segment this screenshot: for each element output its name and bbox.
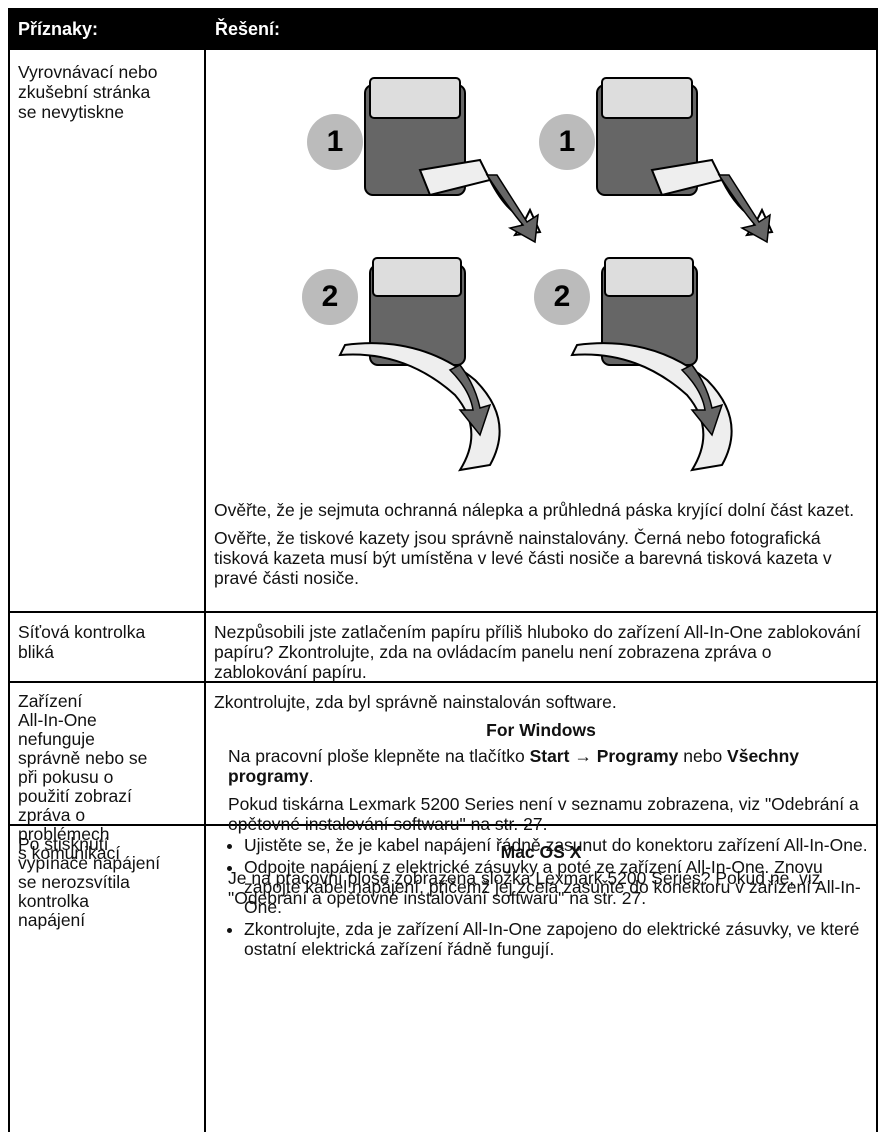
text-line: použití zobrazí (18, 786, 132, 806)
text-line: napájení (18, 910, 86, 930)
text-line: nefunguje (18, 729, 95, 749)
bold-text: Start (529, 746, 570, 766)
text-line: Síťová kontrolka (18, 622, 146, 642)
text-line: při pokusu o (18, 767, 114, 787)
solution-cell: Ujistěte se, že je kabel napájení řádně … (205, 825, 876, 961)
bold-text: Všechny programy (228, 746, 800, 786)
solution-cell: Ověřte, že je sejmuta ochranná nálepka a… (205, 490, 876, 596)
header-cell: Řešení: (205, 8, 877, 50)
border (8, 611, 877, 613)
symptom-cell: Zařízení All-In-One nefunguje správně ne… (8, 682, 205, 875)
bullet-item: Odpojte napájení z elektrické zásuvky a … (244, 857, 868, 917)
paragraph: Na pracovní ploše klepněte na tlačítko S… (228, 746, 868, 786)
text-line: bliká (18, 642, 54, 662)
text-line: Po stisknutí (18, 834, 109, 854)
paragraph: Ověřte, že je sejmuta ochranná nálepka a… (214, 500, 855, 520)
bullet-item: Ujistěte se, že je kabel napájení řádně … (244, 835, 868, 855)
text-line: kontrolka (18, 891, 90, 911)
step-label: 1 (559, 125, 576, 158)
solution-cell: Zkontrolujte, zda byl správně nainstalov… (205, 682, 876, 916)
subheading: Mac OS X (500, 842, 582, 862)
text: Na pracovní ploše klepněte na tlačítko (228, 746, 530, 766)
header-symptom: Příznaky: (18, 19, 99, 39)
step-label: 2 (554, 280, 571, 313)
text-line: Vyrovnávací nebo (18, 62, 158, 82)
paragraph: Pokud tiskárna Lexmark 5200 Series není … (228, 794, 859, 834)
bullet-list: Ujistěte se, že je kabel napájení řádně … (214, 835, 868, 959)
text-line: All-In-One (18, 710, 97, 730)
text-line: správně nebo se (18, 748, 148, 768)
paragraph: Je na pracovní ploše zobrazena složka Le… (228, 868, 821, 908)
text-line: problémech (18, 824, 110, 844)
solution-cell: Nezpůsobili jste zatlačením papíru příli… (205, 612, 876, 690)
header-cell: Příznaky: (8, 8, 205, 50)
text-line: zpráva o (18, 805, 86, 825)
subheading: For Windows (486, 720, 596, 740)
text-line: se nerozsvítila (18, 872, 130, 892)
header-solution: Řešení: (215, 19, 281, 39)
arrow: → (569, 746, 597, 766)
bold-text: Programy (596, 746, 679, 766)
border (876, 8, 878, 1132)
text-line: s komunikací (18, 843, 121, 863)
border (8, 824, 877, 826)
text-line: Zařízení (18, 691, 83, 711)
paragraph: Nezpůsobili jste zatlačením papíru příli… (214, 622, 861, 682)
border (204, 8, 206, 1132)
text: . (308, 766, 314, 786)
symptom-cell: Vyrovnávací nebo zkušební stránka se nev… (8, 50, 205, 134)
bullet-item: Zkontrolujte, zda je zařízení All-In-One… (244, 919, 868, 959)
text-line: zkušební stránka (18, 82, 151, 102)
step-label: 1 (327, 125, 344, 158)
symptom-cell: Po stisknutí vypínače napájení se nerozs… (8, 825, 205, 942)
border (8, 8, 10, 1132)
paragraph: Ověřte, že tiskové kazety jsou správně n… (214, 528, 832, 588)
text-line: vypínače napájení (18, 853, 161, 873)
text: nebo (678, 746, 728, 766)
text-line: se nevytiskne (18, 102, 125, 122)
border (8, 681, 877, 683)
cartridge-illustration: 1 1 2 2 (302, 77, 773, 472)
paragraph: Zkontrolujte, zda byl správně nainstalov… (214, 692, 617, 712)
symptom-cell: Síťová kontrolka bliká (8, 612, 205, 674)
step-label: 2 (322, 280, 339, 313)
